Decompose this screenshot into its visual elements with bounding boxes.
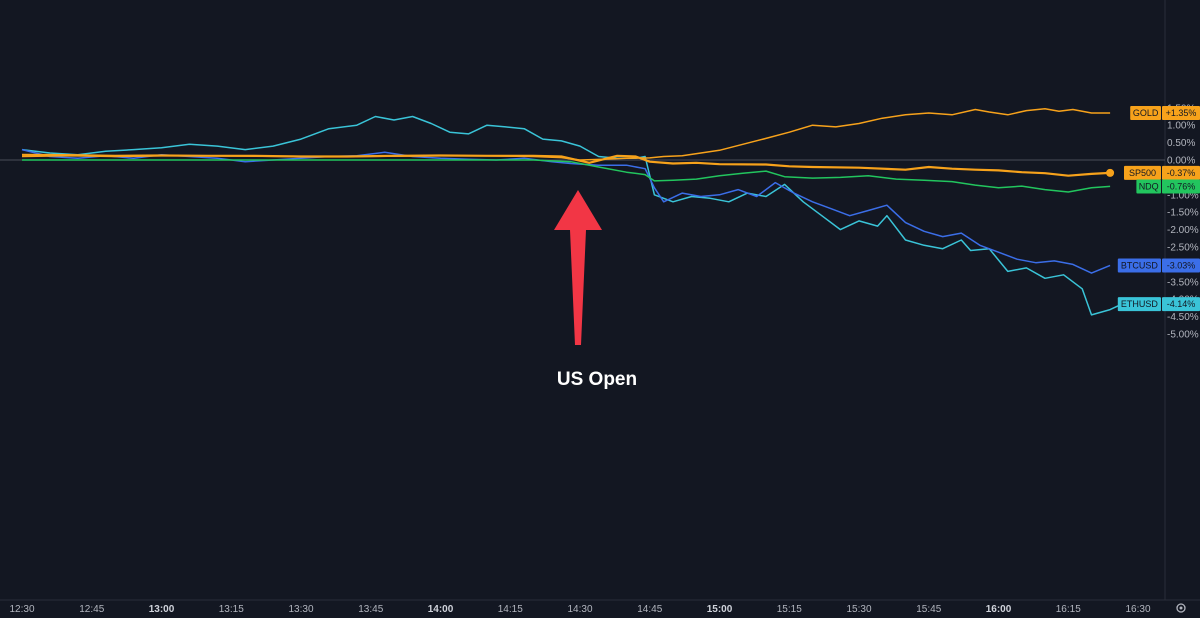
- y-tick-label: 0.00%: [1167, 156, 1195, 167]
- x-axis-ticks: 12:30 12:45 13:00 13:15 13:30 13:45 14:00 14:15…: [9, 604, 1150, 615]
- red-arrow: [554, 190, 602, 345]
- series-tag-ethusd: ETHUSD -4.14%: [1117, 297, 1200, 312]
- x-tick-label: 14:00: [428, 604, 454, 615]
- x-tick-label: 16:00: [986, 604, 1012, 615]
- x-tick-label: 15:00: [707, 604, 733, 615]
- x-tick-label: 16:15: [1056, 604, 1081, 615]
- series-lines: [21, 108, 1148, 316]
- series-line-gold: [21, 108, 1111, 161]
- series-line-ndq: [22, 159, 1111, 193]
- x-tick-label: 13:00: [149, 604, 175, 615]
- y-tick-label: -2.00%: [1167, 225, 1199, 236]
- y-tick-label: 0.50%: [1167, 138, 1195, 149]
- y-tick-label: 1.00%: [1167, 121, 1195, 132]
- series-tag-name-bg: [1130, 106, 1161, 121]
- series-tag-value-bg: [1162, 258, 1200, 273]
- y-tick-label: -5.00%: [1167, 330, 1199, 341]
- series-tag-btcusd: BTCUSD -3.03%: [1117, 258, 1200, 273]
- x-tick-label: 15:15: [777, 604, 802, 615]
- x-tick-label: 15:45: [916, 604, 941, 615]
- y-tick-label: -4.50%: [1167, 312, 1199, 323]
- series-tag-name-bg: [1117, 258, 1161, 273]
- series-tag-name-bg: [1136, 179, 1161, 194]
- y-tick-label: -1.50%: [1167, 208, 1199, 219]
- x-tick-label: 14:15: [498, 604, 523, 615]
- series-tag-value-bg: [1162, 165, 1200, 180]
- series-tag-name: SP500: [1129, 168, 1156, 178]
- series-line-ethusd: [21, 115, 1148, 316]
- series-tag-value: -4.14%: [1167, 299, 1196, 309]
- series-tag-ndq: NDQ -0.76%: [1136, 179, 1200, 194]
- series-tag-gold: GOLD +1.35%: [1130, 106, 1200, 121]
- series-tag-value-bg: [1162, 179, 1200, 194]
- x-tick-label: 14:30: [567, 604, 592, 615]
- x-tick-label: 13:30: [288, 604, 313, 615]
- series-tag-name: BTCUSD: [1121, 260, 1159, 270]
- x-tick-label: 16:30: [1125, 604, 1150, 615]
- series-tag-sp500: SP500 -0.37%: [1124, 165, 1200, 180]
- us-open-annotation: US Open: [554, 190, 637, 390]
- series-tag-name-bg: [1117, 297, 1161, 312]
- settings-gear-icon[interactable]: [1176, 603, 1186, 613]
- series-tag-value-bg: [1162, 106, 1200, 121]
- y-tick-label: -2.50%: [1167, 243, 1199, 254]
- y-tick-label: -3.50%: [1167, 277, 1199, 288]
- series-tags: GOLD +1.35% SP500 -0.37% NDQ -0.76% BTCUSD -3.0…: [1117, 106, 1200, 312]
- annotation-label: US Open: [557, 369, 637, 390]
- series-tag-value: +1.35%: [1166, 108, 1197, 118]
- series-tag-value-bg: [1162, 297, 1200, 312]
- series-tag-value: -0.37%: [1167, 168, 1196, 178]
- series-tag-value: -3.03%: [1167, 260, 1196, 270]
- series-endpoints: [1106, 168, 1115, 177]
- series-tag-name: ETHUSD: [1121, 299, 1159, 309]
- series-tag-name: NDQ: [1139, 181, 1159, 191]
- x-tick-label: 13:15: [219, 604, 244, 615]
- series-tag-value: -0.76%: [1167, 181, 1196, 191]
- x-tick-label: 15:30: [846, 604, 871, 615]
- y-tick-label: -1.00%: [1167, 190, 1199, 201]
- series-line-btcusd: [21, 148, 1111, 274]
- series-tag-name-bg: [1124, 165, 1161, 180]
- x-tick-label: 13:45: [358, 604, 383, 615]
- sp500-endpoint-dot: [1106, 168, 1115, 177]
- x-tick-label: 12:30: [9, 604, 34, 615]
- x-tick-label: 14:45: [637, 604, 662, 615]
- x-tick-label: 12:45: [79, 604, 104, 615]
- series-tag-name: GOLD: [1133, 108, 1159, 118]
